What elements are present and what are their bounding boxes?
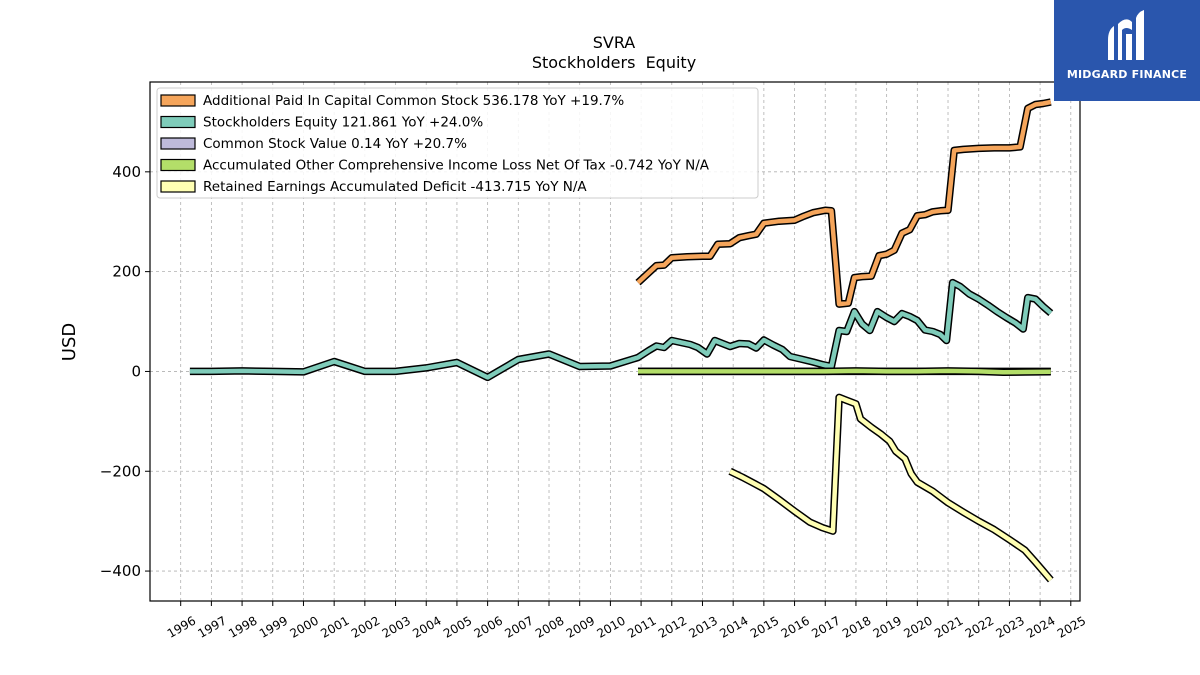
x-tick-label: 2013 <box>687 613 720 640</box>
x-tick-label: 2020 <box>901 613 934 640</box>
x-tick-label: 2022 <box>963 613 996 640</box>
legend-swatch <box>160 137 196 150</box>
series-3 <box>638 367 1051 376</box>
x-tick-label: 2009 <box>564 613 597 640</box>
x-tick-label: 1997 <box>195 613 228 640</box>
legend-box <box>156 87 759 199</box>
x-tick-label: 2010 <box>594 613 627 640</box>
midgard-finance-logo: MIDGARD FINANCE <box>1054 0 1200 101</box>
series-1 <box>189 278 1054 382</box>
series-0 <box>635 98 1052 308</box>
x-tick-label: 2017 <box>809 613 842 640</box>
y-axis-ticks: −400 −200 0 200 400 <box>100 163 150 580</box>
x-tick-label: 2006 <box>472 613 505 640</box>
legend-label: Additional Paid In Capital Common Stock … <box>203 93 624 109</box>
x-tick-label: 1998 <box>226 613 259 640</box>
y-tick-label: 0 <box>131 362 141 380</box>
y-tick-label: 400 <box>112 163 141 181</box>
midgard-logo-mark-icon <box>1108 10 1144 60</box>
x-tick-label: 2000 <box>288 613 321 640</box>
x-tick-label: 2024 <box>1024 613 1057 640</box>
x-tick-label: 2001 <box>318 613 351 640</box>
y-axis-label: USD <box>59 323 80 361</box>
legend: Additional Paid In Capital Common Stock … <box>156 87 759 199</box>
x-tick-label: 2021 <box>932 613 965 640</box>
x-tick-label: 2014 <box>717 613 750 640</box>
series-line <box>636 99 1052 307</box>
legend-swatch <box>160 180 196 193</box>
x-tick-label: 2016 <box>779 613 812 640</box>
x-tick-label: 2008 <box>533 613 566 640</box>
chart-title: SVRA <box>593 33 636 52</box>
series-lines <box>189 98 1054 583</box>
legend-label: Stockholders Equity 121.861 YoY +24.0% <box>203 115 483 131</box>
x-tick-label: 1996 <box>165 613 198 640</box>
x-tick-label: 2023 <box>993 613 1026 640</box>
chart-subtitle: Stockholders Equity <box>532 53 696 72</box>
x-tick-label: 2015 <box>748 613 781 640</box>
legend-swatch <box>160 94 196 107</box>
x-tick-label: 2002 <box>349 613 382 640</box>
series-line <box>189 280 1053 380</box>
x-axis-ticks: 1996199719981999200020012002200320042005… <box>165 601 1088 641</box>
series-line <box>638 368 1051 375</box>
legend-label: Retained Earnings Accumulated Deficit -4… <box>203 179 587 195</box>
x-tick-label: 2005 <box>441 613 474 640</box>
legend-swatch <box>160 158 196 172</box>
x-tick-label: 2018 <box>840 613 873 640</box>
y-tick-label: −200 <box>100 462 141 480</box>
x-tick-label: 1999 <box>257 613 290 640</box>
plot-frame <box>149 81 1081 602</box>
x-tick-label: 2019 <box>871 613 904 640</box>
x-tick-label: 2025 <box>1055 613 1088 640</box>
series-line <box>729 395 1053 582</box>
legend-swatch <box>160 115 196 129</box>
y-tick-label: 200 <box>112 263 141 281</box>
brand-name: MIDGARD FINANCE <box>1066 68 1188 81</box>
legend-label: Common Stock Value 0.14 YoY +20.7% <box>203 136 467 152</box>
x-tick-label: 2007 <box>502 613 535 640</box>
x-tick-label: 2012 <box>656 613 689 640</box>
series-line-outline <box>728 393 1054 583</box>
series-4 <box>728 393 1054 583</box>
x-tick-label: 2003 <box>380 613 413 640</box>
legend-label: Accumulated Other Comprehensive Income L… <box>203 158 710 174</box>
x-tick-label: 2004 <box>410 613 443 640</box>
y-tick-label: −400 <box>100 562 141 580</box>
x-tick-label: 2011 <box>625 613 658 640</box>
